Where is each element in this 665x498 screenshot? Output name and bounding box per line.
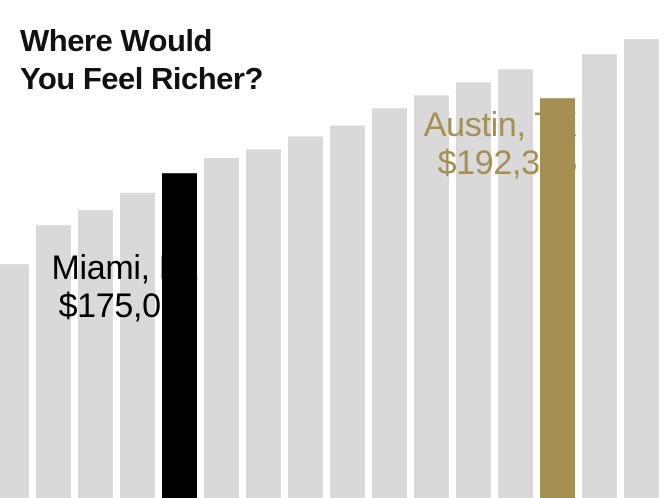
bar-4 [120, 192, 155, 498]
bars-group [0, 38, 659, 498]
bar-6 [204, 158, 239, 498]
bar-2 [36, 225, 71, 498]
chart-title-line-1: Where Would [20, 23, 212, 58]
chart-title-line-2: You Feel Richer? [20, 61, 263, 96]
bar-11 [414, 95, 449, 498]
bar-1 [0, 264, 29, 498]
bar-miami-fl [162, 173, 197, 498]
bar-8 [288, 136, 323, 498]
bar-10 [372, 108, 407, 498]
miami-value-label: $175,000 [58, 287, 199, 325]
austin-callout: Austin, TX $192,325 [423, 106, 578, 182]
miami-callout: Miami, FL $175,000 [51, 249, 198, 325]
chart-title: Where Would You Feel Richer? [20, 22, 263, 98]
bar-16 [624, 38, 659, 498]
miami-city-label: Miami, FL [51, 249, 198, 287]
bar-9 [330, 125, 365, 498]
bar-3 [78, 210, 113, 498]
bar-15 [582, 54, 617, 498]
bar-13 [498, 69, 533, 498]
bar-austin-tx [540, 98, 575, 498]
austin-city-label: Austin, TX [423, 106, 578, 144]
bar-7 [246, 149, 281, 498]
bar-12 [456, 82, 491, 498]
austin-value-label: $192,325 [437, 144, 578, 182]
